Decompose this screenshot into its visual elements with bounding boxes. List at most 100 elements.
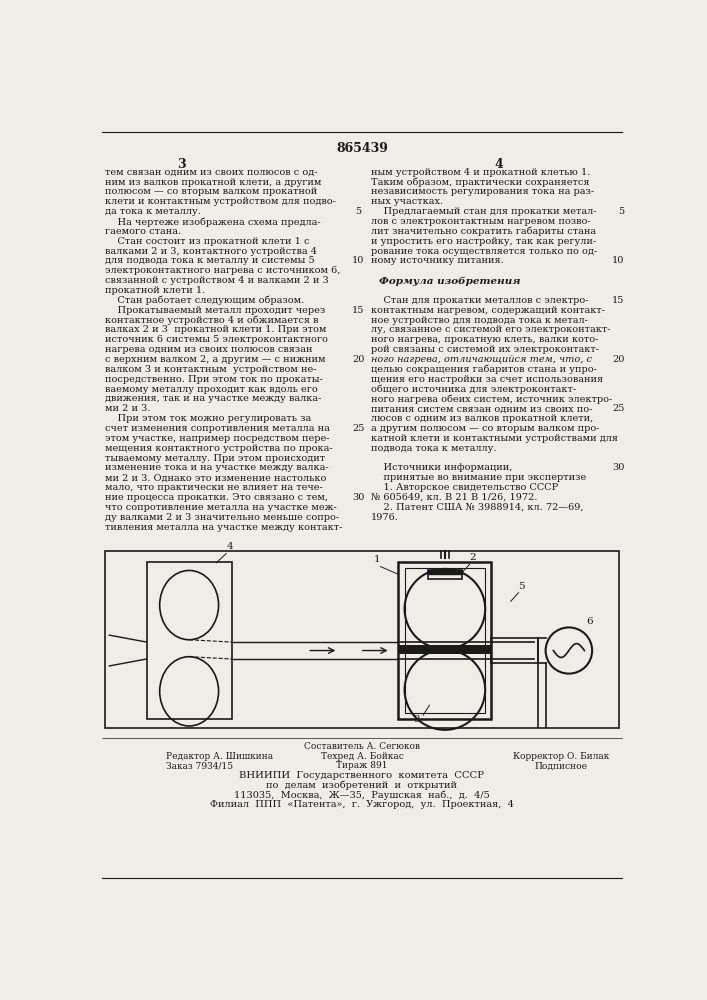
Text: 15: 15 [352, 306, 364, 315]
Text: ному источнику питания.: ному источнику питания. [371, 256, 504, 265]
Text: ми 2 и 3.: ми 2 и 3. [105, 404, 151, 413]
Text: ваемому металлу проходит как вдоль его: ваемому металлу проходит как вдоль его [105, 385, 318, 394]
Text: гаемого стана.: гаемого стана. [105, 227, 182, 236]
Text: 20: 20 [612, 355, 625, 364]
Text: ного нагрева, прокатную клеть, валки кото-: ного нагрева, прокатную клеть, валки кот… [371, 335, 599, 344]
Text: 30: 30 [612, 463, 625, 472]
Text: счет изменения сопротивления металла на: счет изменения сопротивления металла на [105, 424, 330, 433]
Text: валком 3 и контактным  устройством не-: валком 3 и контактным устройством не- [105, 365, 317, 374]
Text: электроконтактного нагрева с источником 6,: электроконтактного нагрева с источником … [105, 266, 341, 275]
Text: На чертеже изображена схема предла-: На чертеже изображена схема предла- [105, 217, 321, 227]
Text: 2: 2 [469, 553, 477, 562]
Text: контактное устройство 4 и обжимается в: контактное устройство 4 и обжимается в [105, 316, 319, 325]
Text: 30: 30 [352, 493, 364, 502]
Text: ВНИИПИ  Государственного  комитета  СССР: ВНИИПИ Государственного комитета СССР [240, 771, 484, 780]
Text: катной клети и контактными устройствами для: катной клети и контактными устройствами … [371, 434, 618, 443]
Text: 865439: 865439 [336, 142, 388, 155]
Text: ми 2 и 3. Однако это изменение настолько: ми 2 и 3. Однако это изменение настолько [105, 473, 327, 482]
Text: Заказ 7934/15: Заказ 7934/15 [166, 761, 233, 770]
Text: 6: 6 [586, 617, 592, 626]
Text: посредственно. При этом ток по прокаты-: посредственно. При этом ток по прокаты- [105, 375, 323, 384]
Text: 2. Патент США № 3988914, кл. 72—69,: 2. Патент США № 3988914, кл. 72—69, [371, 503, 584, 512]
Text: мало, что практически не влияет на тече-: мало, что практически не влияет на тече- [105, 483, 323, 492]
Text: рой связаны с системой их электроконтакт-: рой связаны с системой их электроконтакт… [371, 345, 600, 354]
Text: да тока к металлу.: да тока к металлу. [105, 207, 201, 216]
Text: При этом ток можно регулировать за: При этом ток можно регулировать за [105, 414, 312, 423]
Text: Техред А. Бойкас: Техред А. Бойкас [320, 752, 404, 761]
Bar [428, 570, 462, 579]
Text: 10: 10 [352, 256, 364, 265]
Text: тивления металла на участке между контакт-: тивления металла на участке между контак… [105, 523, 343, 532]
Text: 5: 5 [518, 582, 525, 591]
Text: 4: 4 [226, 542, 233, 551]
Text: Корректор О. Билак: Корректор О. Билак [513, 752, 609, 761]
Text: люсов с одним из валков прокатной клети,: люсов с одним из валков прокатной клети, [371, 414, 593, 423]
Text: ным устройством 4 и прокатной клетью 1.: ным устройством 4 и прокатной клетью 1. [371, 168, 590, 177]
Text: 1. Авторское свидетельство СССР: 1. Авторское свидетельство СССР [371, 483, 559, 492]
Text: Предлагаемый стан для прокатки метал-: Предлагаемый стан для прокатки метал- [371, 207, 597, 216]
Bar [428, 570, 462, 574]
Text: питания систем связан одним из своих по-: питания систем связан одним из своих по- [371, 404, 592, 413]
Text: независимость регулирования тока на раз-: независимость регулирования тока на раз- [371, 187, 595, 196]
Text: этом участке, например посредством пере-: этом участке, например посредством пере- [105, 434, 330, 443]
Text: ных участках.: ных участках. [371, 197, 443, 206]
Bar [398, 645, 491, 654]
Text: 3: 3 [177, 158, 186, 172]
Text: 10: 10 [612, 256, 625, 265]
Bar [146, 562, 232, 719]
Text: и упростить его настройку, так как регули-: и упростить его настройку, так как регул… [371, 237, 597, 246]
Text: щения его настройки за счет использования: щения его настройки за счет использовани… [371, 375, 603, 384]
Text: Подписное: Подписное [534, 761, 588, 770]
Text: валками 2 и 3, контактного устройства 4: валками 2 и 3, контактного устройства 4 [105, 247, 317, 256]
Text: для подвода тока к металлу и системы 5: для подвода тока к металлу и системы 5 [105, 256, 315, 265]
Text: 5: 5 [355, 207, 361, 216]
Text: Формула изобретения: Формула изобретения [379, 276, 520, 286]
Text: 3: 3 [414, 715, 420, 724]
Text: Источники информации,: Источники информации, [371, 463, 513, 472]
Text: общего источника для электроконтакт-: общего источника для электроконтакт- [371, 385, 576, 394]
Text: 1976.: 1976. [371, 513, 399, 522]
Text: Стан состоит из прокатной клети 1 с: Стан состоит из прокатной клети 1 с [105, 237, 310, 246]
Text: тываемому металлу. При этом происходит: тываемому металлу. При этом происходит [105, 454, 325, 463]
Text: 1: 1 [373, 555, 380, 564]
Text: по  делам  изобретений  и  открытий: по делам изобретений и открытий [267, 781, 457, 790]
Text: Таким образом, практически сохраняется: Таким образом, практически сохраняется [371, 178, 590, 187]
Text: ду валками 2 и 3 значительно меньше сопро-: ду валками 2 и 3 значительно меньше сопр… [105, 513, 339, 522]
Text: полюсом — со вторым валком прокатной: полюсом — со вторым валком прокатной [105, 187, 317, 196]
Text: ние процесса прокатки. Это связано с тем,: ние процесса прокатки. Это связано с тем… [105, 493, 329, 502]
Text: нагрева одним из своих полюсов связан: нагрева одним из своих полюсов связан [105, 345, 313, 354]
Text: Стан работает следующим образом.: Стан работает следующим образом. [105, 296, 305, 305]
Text: контактным нагревом, содержащий контакт-: контактным нагревом, содержащий контакт- [371, 306, 605, 315]
Bar [398, 562, 491, 719]
Text: подвода тока к металлу.: подвода тока к металлу. [371, 444, 497, 453]
Text: 5: 5 [619, 207, 625, 216]
Text: Стан для прокатки металлов с электро-: Стан для прокатки металлов с электро- [371, 296, 589, 305]
Text: 20: 20 [352, 355, 364, 364]
Text: лу, связанное с системой его электроконтакт-: лу, связанное с системой его электроконт… [371, 325, 611, 334]
Text: 113035,  Москва,  Ж—35,  Раушская  наб.,  д.  4/5: 113035, Москва, Ж—35, Раушская наб., д. … [234, 790, 490, 800]
Text: № 605649, кл. В 21 В 1/26, 1972.: № 605649, кл. В 21 В 1/26, 1972. [371, 493, 538, 502]
Text: 4: 4 [495, 158, 503, 172]
Bar [491, 638, 538, 663]
Text: движения, так и на участке между валка-: движения, так и на участке между валка- [105, 394, 322, 403]
Bar [404, 568, 485, 713]
Text: 25: 25 [612, 404, 625, 413]
Text: Филиал  ППП  «Патента»,  г.  Ужгород,  ул.  Проектная,  4: Филиал ППП «Патента», г. Ужгород, ул. Пр… [210, 800, 514, 809]
Text: принятые во внимание при экспертизе: принятые во внимание при экспертизе [371, 473, 587, 482]
Text: Прокатываемый металл проходит через: Прокатываемый металл проходит через [105, 306, 326, 315]
Text: ное устройство для подвода тока к метал-: ное устройство для подвода тока к метал- [371, 316, 588, 325]
Text: а другим полюсом — со вторым валком про-: а другим полюсом — со вторым валком про- [371, 424, 600, 433]
Text: валках 2 и 3  прокатной клети 1. При этом: валках 2 и 3 прокатной клети 1. При этом [105, 325, 327, 334]
Text: с верхним валком 2, а другим — с нижним: с верхним валком 2, а другим — с нижним [105, 355, 326, 364]
Text: ного нагрева обеих систем, источник электро-: ного нагрева обеих систем, источник элек… [371, 394, 612, 404]
Text: что сопротивление металла на участке меж-: что сопротивление металла на участке меж… [105, 503, 337, 512]
Text: ного нагрева, отличающийся тем, что, с: ного нагрева, отличающийся тем, что, с [371, 355, 592, 364]
Text: мещения контактного устройства по прока-: мещения контактного устройства по прока- [105, 444, 333, 453]
Text: рование тока осуществляется только по од-: рование тока осуществляется только по од… [371, 247, 597, 256]
Text: ним из валков прокатной клети, а другим: ним из валков прокатной клети, а другим [105, 178, 322, 187]
Text: источник 6 системы 5 электроконтактного: источник 6 системы 5 электроконтактного [105, 335, 328, 344]
Text: клети и контактным устройством для подво-: клети и контактным устройством для подво… [105, 197, 337, 206]
Text: Редактор А. Шишкина: Редактор А. Шишкина [166, 752, 273, 761]
Text: изменение тока и на участке между валка-: изменение тока и на участке между валка- [105, 463, 329, 472]
Text: тем связан одним из своих полюсов с од-: тем связан одним из своих полюсов с од- [105, 168, 318, 177]
